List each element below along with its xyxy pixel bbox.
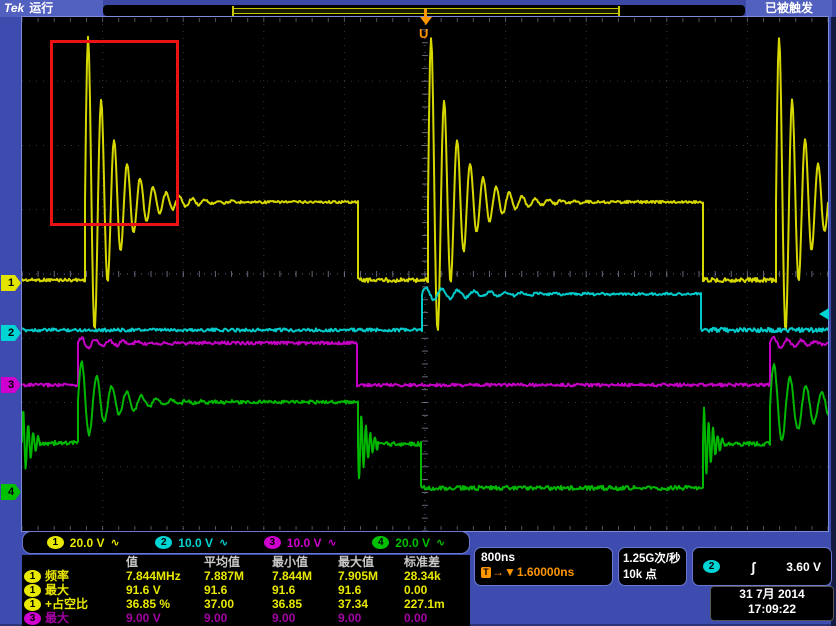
measurement-header: 最小值 xyxy=(272,555,309,569)
channel-marker-ch1[interactable]: 1 xyxy=(1,275,21,291)
trigger-delay-value: 1.60000ns xyxy=(516,565,575,579)
time-label: 17:09:22 xyxy=(747,602,797,616)
measurement-header: 标准差 xyxy=(404,555,441,569)
measurement-value: 9.00 xyxy=(338,611,362,625)
channel-marker-ch2[interactable]: 2 xyxy=(1,325,21,341)
timebase-scale: 800ns xyxy=(481,550,516,564)
sample-rate: 1.25G次/秒 xyxy=(623,553,681,565)
trigger-status-label: 已被触发 xyxy=(746,0,832,17)
trigger-position-arrow-icon[interactable] xyxy=(420,17,432,25)
measurement-row: 1 +占空比 36.85 % 37.00 36.85 37.34 227.1m xyxy=(22,597,470,611)
measurement-value: 28.34k xyxy=(404,569,441,583)
channel-marker-ch3[interactable]: 3 xyxy=(1,377,21,393)
trigger-level-arrow[interactable] xyxy=(819,308,829,320)
measurement-label: 最大 xyxy=(45,583,70,597)
waveform-canvas xyxy=(22,17,828,531)
channel-scale: 10.0 V xyxy=(178,535,213,550)
measurement-value: 7.887M xyxy=(204,569,245,583)
channel-readout-ch1[interactable]: 1 20.0 V ∿ xyxy=(46,535,120,550)
channel-scale: 20.0 V xyxy=(395,535,430,550)
trigger-point-flag-icon[interactable]: U xyxy=(419,26,429,41)
measurement-value: 9.00 xyxy=(204,611,228,625)
trigger-level-value: 3.60 V xyxy=(786,559,821,574)
measurement-row: 1 最大 91.6 V 91.6 91.6 91.6 0.00 xyxy=(22,583,470,597)
channel-badge: 2 xyxy=(155,536,173,549)
trigger-position-marker[interactable] xyxy=(424,9,427,17)
channel-readout-ch2[interactable]: 2 10.0 V ∿ xyxy=(155,536,228,550)
run-status-label: 运行 xyxy=(29,1,54,15)
delay-arrows-icon: →▼ xyxy=(492,565,516,579)
measurement-value: 36.85 xyxy=(272,597,303,611)
trigger-t-icon: T xyxy=(481,566,491,578)
annotation-red-box xyxy=(50,40,179,226)
measurement-value: 37.00 xyxy=(204,597,235,611)
channel-badge: 3 xyxy=(24,611,41,625)
trace-ch4 xyxy=(22,360,828,492)
channel-scale: 10.0 V xyxy=(286,535,322,550)
trigger-readout[interactable]: 2 ʃ 3.60 V xyxy=(692,547,832,586)
measurement-row: 3 最大 9.00 V 9.00 9.00 9.00 0.00 xyxy=(22,611,470,625)
measurement-value: 0.00 xyxy=(404,583,428,597)
measurement-value: 9.00 xyxy=(272,611,296,625)
status-bar: Tek 运行 已被触发 xyxy=(0,0,836,17)
noise-wave-icon: ∿ xyxy=(110,537,120,549)
datetime-box: 31 7月 2014 17:09:22 xyxy=(710,586,834,621)
measurement-header: 平均值 xyxy=(204,555,241,569)
measurement-value: 7.905M xyxy=(338,569,379,583)
noise-wave-icon: ∿ xyxy=(218,537,229,549)
waveform-display xyxy=(21,16,829,532)
channel-readout-ch3[interactable]: 3 10.0 V ∿ xyxy=(263,535,337,550)
rising-edge-icon: ʃ xyxy=(750,558,756,575)
brand-run-status: Tek 运行 xyxy=(0,0,103,17)
timebase-readout[interactable]: 800ns T →▼ 1.60000ns xyxy=(474,547,613,586)
measurement-value: 91.6 xyxy=(338,583,362,597)
measurements-table: 值 平均值 最小值 最大值 标准差 1 频率 7.844MHz 7.887M 7.844M 7.90… xyxy=(22,555,470,626)
measurements-header-row: 值 平均值 最小值 最大值 标准差 xyxy=(22,555,470,569)
trigger-source-badge: 2 xyxy=(703,560,720,573)
trace-ch3 xyxy=(22,335,828,388)
record-length: 10k 点 xyxy=(623,569,657,581)
measurement-value: 91.6 xyxy=(272,583,296,597)
measurement-value: 91.6 xyxy=(204,583,228,597)
measurement-value: 0.00 xyxy=(404,611,428,625)
trace-ch2 xyxy=(22,286,828,334)
measurement-value: 9.00 V xyxy=(126,611,161,625)
measurement-value: 37.34 xyxy=(338,597,369,611)
date-label: 31 7月 2014 xyxy=(739,587,805,601)
channel-badge: 1 xyxy=(24,583,41,597)
measurement-header: 值 xyxy=(126,555,139,569)
channel-badge: 1 xyxy=(24,597,41,611)
noise-wave-icon: ∿ xyxy=(435,537,446,549)
measurement-header: 最大值 xyxy=(338,555,375,569)
brand-logo: Tek xyxy=(4,1,25,15)
channel-marker-ch4[interactable]: 4 xyxy=(1,484,21,500)
measurement-label: 频率 xyxy=(45,569,70,583)
channel-badge: 4 xyxy=(372,536,390,549)
channel-scale: 20.0 V xyxy=(69,535,105,550)
measurement-label: +占空比 xyxy=(45,597,89,611)
channel-badge: 1 xyxy=(46,536,64,549)
measurement-value: 36.85 % xyxy=(126,597,171,611)
channel-badge: 3 xyxy=(263,536,281,549)
channel-badge: 1 xyxy=(24,569,41,583)
trace-ch1 xyxy=(22,35,828,331)
measurement-value: 91.6 V xyxy=(126,583,161,597)
measurement-value: 7.844M xyxy=(272,569,313,583)
measurement-row: 1 频率 7.844MHz 7.887M 7.844M 7.905M 28.34k xyxy=(22,569,470,583)
noise-wave-icon: ∿ xyxy=(327,537,337,549)
acquisition-readout[interactable]: 1.25G次/秒 10k 点 xyxy=(618,547,687,586)
channel-readout-ch4[interactable]: 4 20.0 V ∿ xyxy=(372,536,445,550)
measurement-label: 最大 xyxy=(45,611,70,625)
channel-readout-bar: 1 20.0 V ∿ 2 10.0 V ∿ 3 10.0 V ∿ 4 20.0 V ∿ xyxy=(22,531,470,554)
measurement-value: 7.844MHz xyxy=(126,569,181,583)
measurement-value: 227.1m xyxy=(404,597,445,611)
